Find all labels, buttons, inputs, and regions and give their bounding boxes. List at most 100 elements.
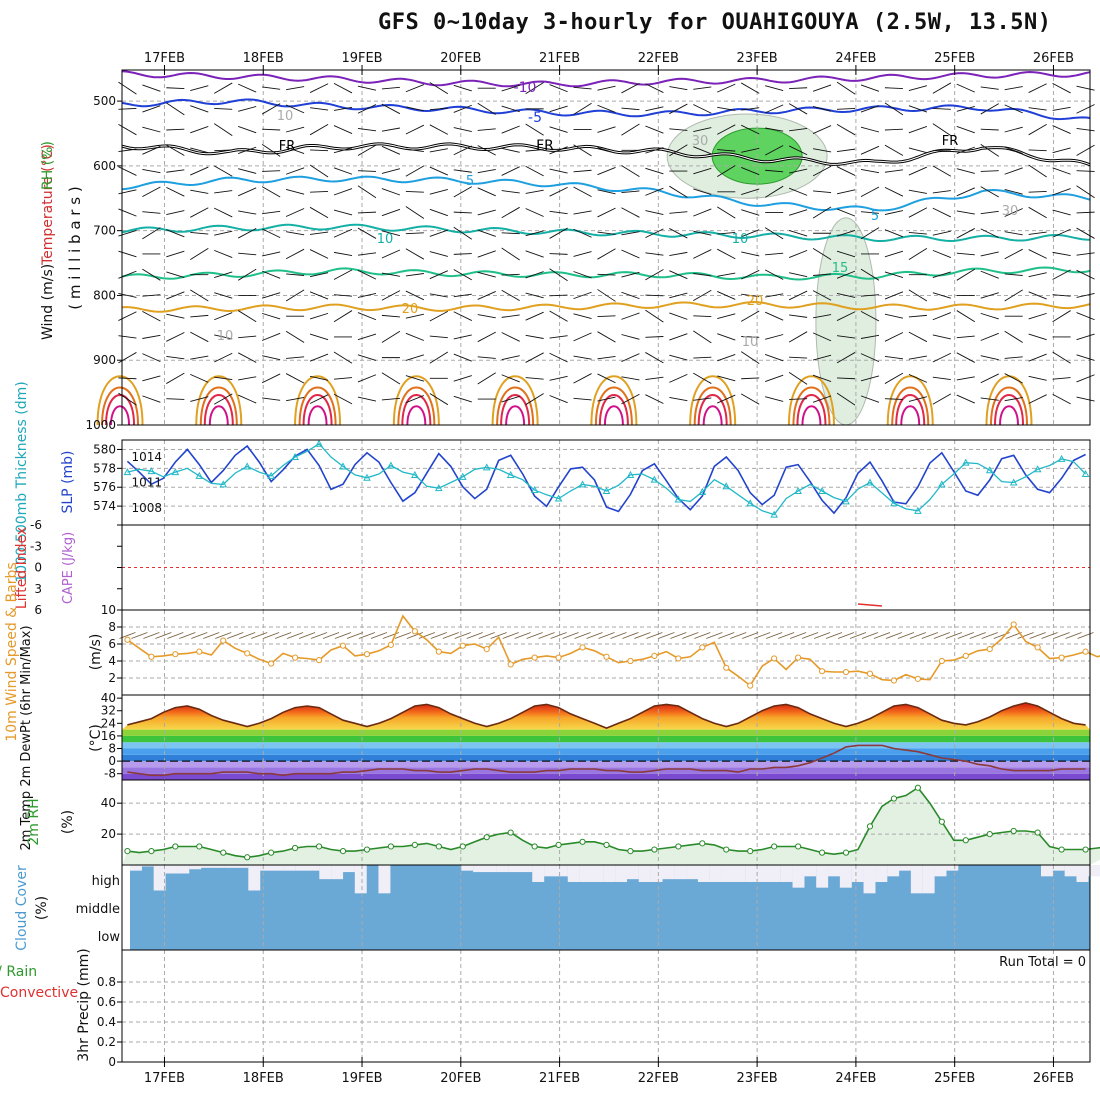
wind-barb [549,310,568,322]
wind-barb [501,105,520,113]
wind-barb [813,190,832,194]
panel-ylabel: Cloud Cover [14,865,30,951]
wind-barb [621,312,640,320]
wind-speed-line-point [459,642,466,649]
value-tick-label: 574 [93,499,116,513]
temp-tick-label: 32 [101,704,116,718]
wind-barb [501,232,520,235]
wind-barb [118,189,137,195]
wind-barb [477,372,496,385]
wind-barb [693,167,712,175]
wind-barb [573,228,592,238]
high-cloud-gap [283,865,296,871]
wind-barb [1052,125,1071,135]
wind-barb [238,106,257,112]
wind-barb [310,149,329,152]
panel-ylabel: SLP (mb) [60,450,76,513]
li-tick-label: 6 [34,603,42,617]
slp-tick-label: 1008 [131,501,162,515]
value-tick-label: 2 [108,671,116,685]
high-cloud-gap [473,865,486,873]
wind-barb [166,87,185,89]
wind-barb [1028,107,1047,111]
wind-barb [1077,632,1094,639]
wind-barb [932,82,952,94]
thickness-point [315,439,323,447]
wind-speed-line-point [411,628,418,635]
wind-barb [166,128,185,131]
wind-barb [885,632,903,639]
wind-speed-line-point [196,648,203,655]
wind-barb [261,228,281,239]
wind-barb [789,127,808,132]
low-level-temperature-loop [298,386,337,426]
wind-barb [549,146,568,155]
wind-barb [1076,252,1095,256]
wind-barb [1052,251,1071,257]
wind-barb [969,632,986,639]
wind-barb [549,268,568,282]
wind-barb [429,293,448,298]
thickness-point [219,480,228,488]
wind-barb [155,632,172,639]
wind-barb [597,331,616,343]
wind-barb [669,270,688,280]
value-tick-label: 576 [93,480,116,494]
slp-tick-label: 1011 [131,476,162,490]
high-cloud-gap [780,865,793,882]
wind-barb [525,165,544,177]
wind-barb [740,393,760,405]
wind-barb [477,331,496,343]
thickness-line [127,442,1087,516]
value-tick-label: 6 [108,637,116,651]
wind-barb [740,310,760,322]
wind-barb [573,373,592,384]
wind-barb [405,106,424,112]
thickness-point [267,471,275,479]
wind-barb [454,632,471,639]
temperature-contour [121,70,1091,88]
high-cloud-gap [875,865,888,882]
wind-barb [406,632,424,639]
wind-barb [1052,82,1071,94]
high-cloud-gap [461,865,474,871]
wind-barb [1004,231,1023,236]
low-level-temperature-loop [401,394,432,426]
wind-barb [718,632,735,639]
chart-title: GFS 0~10day 3-hourly for OUAHIGOUYA (2.5… [378,10,1052,35]
wind-barb [309,231,329,235]
wind-barb [1028,83,1047,93]
wind-barb [860,353,880,363]
high-cloud-gap [697,865,710,882]
wind-barb [166,271,185,278]
wind-barb [381,145,401,155]
wind-barb [285,373,305,384]
wind-barb [357,170,376,172]
wind-barb [765,127,784,132]
low-level-temperature-loop [96,375,144,426]
wind-barb [333,106,353,111]
thickness-point [291,452,299,460]
rh-line-point [459,843,466,850]
wind-barb [1004,146,1023,154]
wind-barb [908,125,928,134]
wind-barb [932,230,951,236]
wind-barb [980,143,999,157]
wind-barb [286,632,304,639]
wind-barb [645,210,664,215]
wind-speed-line-point [172,651,179,658]
wind-barb [884,210,904,215]
thickness-point [458,472,467,480]
temperature-contour [121,98,1091,121]
wind-barb [429,351,449,364]
high-cloud-gap [887,865,900,877]
wind-barb [227,632,244,639]
wind-speed-line-point [914,675,921,682]
wind-barb [309,206,329,219]
wind-barb [764,311,784,321]
rh-line-point [148,847,155,855]
date-label-top: 19FEB [341,51,382,66]
wind-barb [908,396,927,402]
wind-barb [261,186,281,198]
